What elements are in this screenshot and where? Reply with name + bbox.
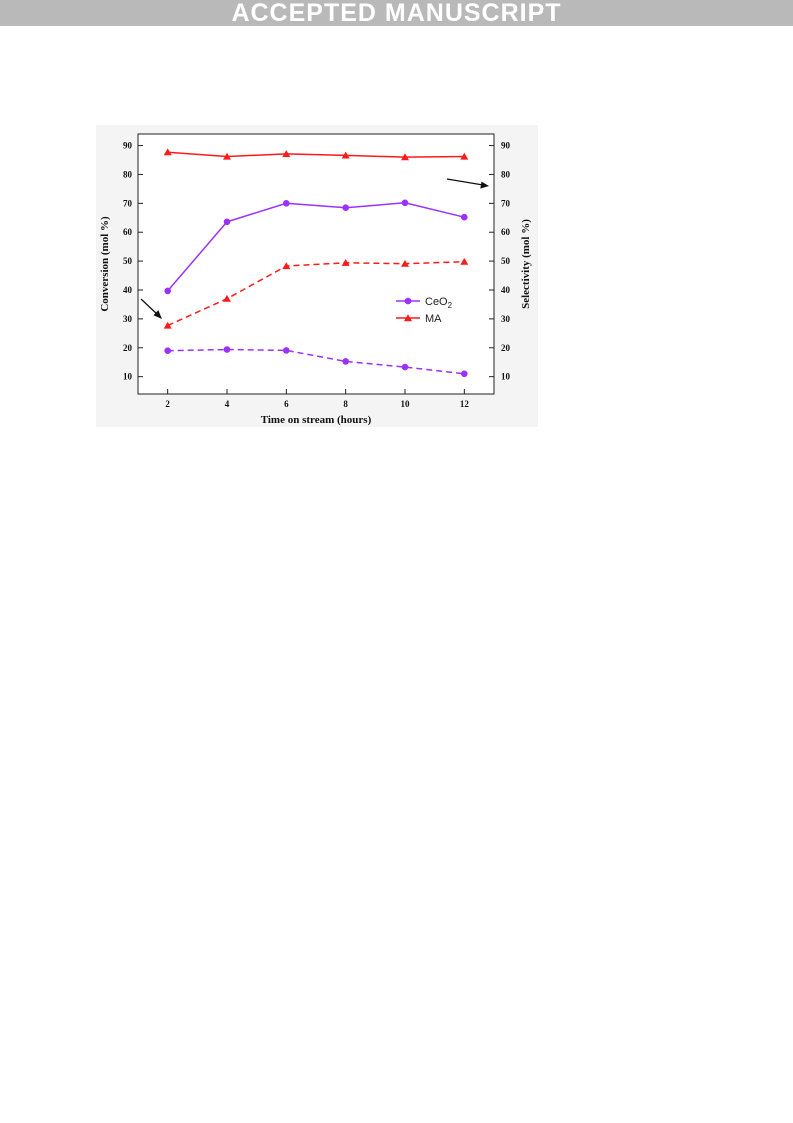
legend-label-ceo2-main: CeO <box>425 296 448 308</box>
data-point-ceo2-conversion <box>223 346 231 353</box>
x-tick-label: 2 <box>165 399 170 409</box>
y2-tick-label: 60 <box>501 227 511 237</box>
x-axis-title: Time on stream (hours) <box>261 414 372 426</box>
y-tick-label: 20 <box>123 343 133 353</box>
y-tick-label: 30 <box>123 314 133 324</box>
data-point-ceo2-selectivity <box>401 199 409 207</box>
x-tick-label: 8 <box>343 399 348 409</box>
y-tick-label: 80 <box>123 169 133 179</box>
data-point-ma-conversion <box>341 259 350 266</box>
data-point-ma-conversion <box>401 259 409 267</box>
chart-figure: 10 20 30 40 50 60 70 80 90 10 20 30 40 50 60 70 80 90 2 4… <box>96 125 538 427</box>
y-tick-label: 60 <box>123 227 133 237</box>
data-point-ma-selectivity <box>163 148 172 156</box>
x-tick-label: 4 <box>225 399 230 409</box>
data-point-ma-selectivity <box>223 152 231 160</box>
data-point-ma-conversion <box>460 257 469 265</box>
data-point-ceo2-conversion <box>164 347 171 354</box>
legend-item-ma: MA <box>396 313 442 325</box>
banner-text: ACCEPTED MANUSCRIPT <box>231 0 562 27</box>
y2-tick-label: 80 <box>501 169 511 179</box>
legend-marker-ma <box>404 314 412 322</box>
data-point-ceo2-conversion <box>461 370 468 378</box>
y2-tick-label: 70 <box>501 198 511 208</box>
y-tick-label: 90 <box>123 141 133 151</box>
arrow-left-head <box>153 310 162 319</box>
data-point-ceo2-selectivity <box>461 213 468 221</box>
y2-axis-title: Selectivity (mol %) <box>520 219 532 309</box>
data-point-ma-conversion <box>163 321 172 329</box>
series-line-ma-conversion <box>167 260 465 327</box>
data-point-ceo2-conversion <box>283 347 290 354</box>
line-chart: 10 20 30 40 50 60 70 80 90 10 20 30 40 50 60 70 80 90 2 4… <box>99 133 532 426</box>
data-point-ceo2-conversion <box>401 363 409 371</box>
legend: CeO2 MA <box>396 296 453 325</box>
data-point-ma-selectivity <box>401 153 409 161</box>
accepted-manuscript-banner: ACCEPTED MANUSCRIPT <box>0 0 793 26</box>
x-tick-label: 10 <box>401 399 411 409</box>
legend-marker-ceo2 <box>404 297 412 305</box>
arrow-right-shaft <box>446 178 484 186</box>
data-point-ceo2-selectivity <box>223 218 231 226</box>
data-point-ceo2-conversion <box>342 358 349 365</box>
y2-tick-label: 90 <box>501 141 511 151</box>
data-point-ceo2-selectivity <box>164 287 171 295</box>
y2-tick-label: 30 <box>501 314 511 324</box>
data-point-ceo2-selectivity <box>283 200 290 207</box>
legend-item-ceo2: CeO2 <box>396 296 453 310</box>
series-line-ceo2-selectivity <box>167 202 465 292</box>
y-tick-label: 10 <box>123 372 133 382</box>
data-point-ma-selectivity <box>282 150 291 157</box>
arrow-annotation-left <box>140 298 162 319</box>
y-tick-label: 50 <box>123 256 133 266</box>
y2-tick-label: 50 <box>501 256 511 266</box>
y2-tick-label: 40 <box>501 285 511 295</box>
left-axis-ticks: 10 20 30 40 50 60 70 80 90 <box>123 141 143 382</box>
y-axis-title: Conversion (mol %) <box>99 216 111 312</box>
legend-label-ma: MA <box>425 313 442 325</box>
data-point-ma-selectivity <box>341 151 350 159</box>
y2-tick-label: 20 <box>501 343 511 353</box>
y-tick-label: 70 <box>123 198 133 208</box>
x-tick-label: 6 <box>284 399 289 409</box>
arrow-right-head <box>480 181 489 189</box>
data-point-ma-selectivity <box>460 152 469 160</box>
data-point-ma-conversion <box>282 262 291 270</box>
data-point-ma-conversion <box>223 294 231 302</box>
right-axis-ticks: 10 20 30 40 50 60 70 80 90 <box>489 141 511 382</box>
series-line-ma-selectivity <box>167 151 465 158</box>
bottom-axis-ticks: 2 4 6 8 10 12 <box>165 389 469 409</box>
arrow-left-shaft <box>140 298 159 316</box>
arrow-annotation-right <box>446 178 489 189</box>
series-layer <box>163 148 469 378</box>
legend-label-ceo2: CeO2 <box>425 296 453 310</box>
x-tick-label: 12 <box>460 399 470 409</box>
legend-label-ceo2-subscript: 2 <box>448 301 453 310</box>
y-tick-label: 40 <box>123 285 133 295</box>
y2-tick-label: 10 <box>501 372 511 382</box>
data-point-ceo2-selectivity <box>342 204 349 211</box>
